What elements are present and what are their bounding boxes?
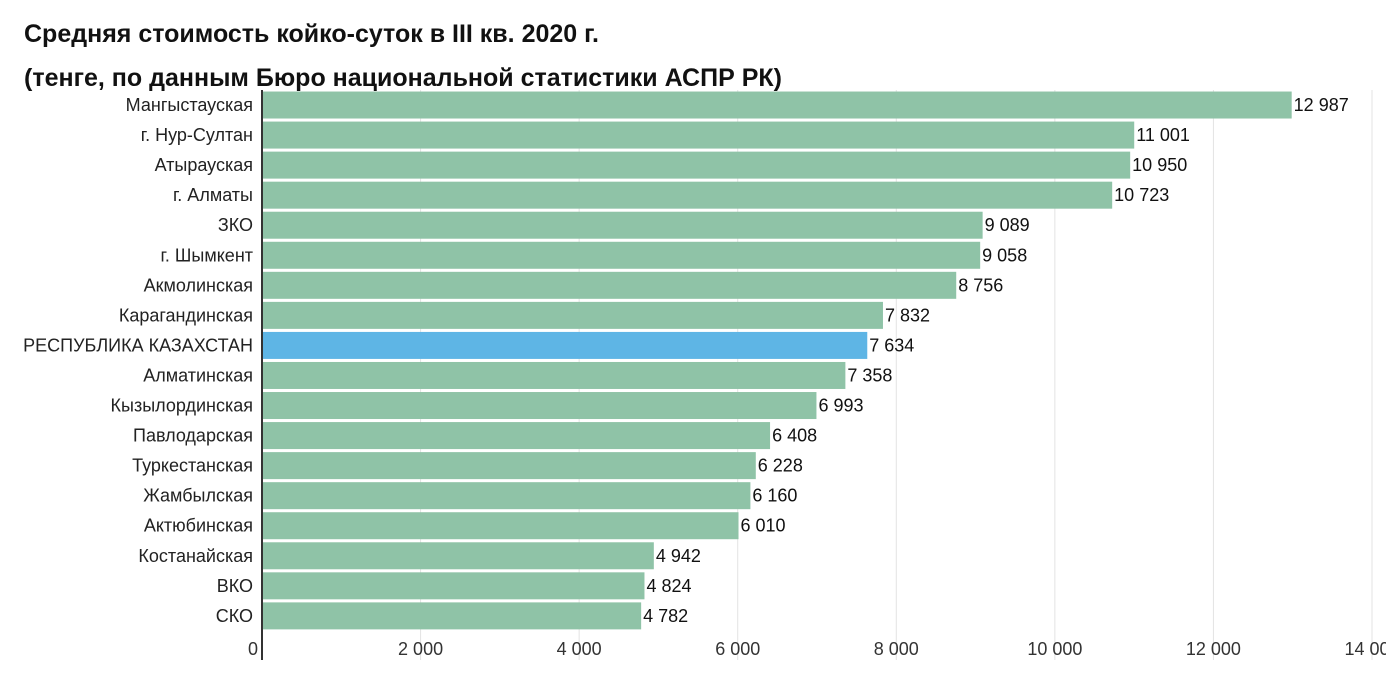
bar bbox=[262, 512, 739, 540]
value-label: 6 010 bbox=[741, 516, 786, 536]
category-label: Павлодарская bbox=[133, 426, 253, 446]
x-tick-label: 0 bbox=[248, 639, 258, 659]
value-label: 9 058 bbox=[982, 245, 1027, 265]
value-label: 8 756 bbox=[958, 275, 1003, 295]
x-tick-label: 8 000 bbox=[874, 639, 919, 659]
bar bbox=[262, 121, 1135, 149]
value-label: 6 160 bbox=[752, 486, 797, 506]
x-tick-label: 14 000 bbox=[1344, 639, 1386, 659]
category-label: Акмолинская bbox=[144, 275, 253, 295]
value-label: 7 358 bbox=[847, 365, 892, 385]
category-label: СКО bbox=[216, 606, 253, 626]
category-label: Кызылординская bbox=[111, 396, 253, 416]
bar bbox=[262, 572, 645, 600]
value-label: 4 942 bbox=[656, 546, 701, 566]
value-label: 11 001 bbox=[1136, 125, 1190, 145]
x-tick-label: 2 000 bbox=[398, 639, 443, 659]
category-label: г. Нур-Султан bbox=[141, 125, 253, 145]
value-label: 10 723 bbox=[1114, 185, 1169, 205]
bar bbox=[262, 211, 983, 239]
value-label: 6 993 bbox=[818, 396, 863, 416]
category-label: Алматинская bbox=[143, 365, 253, 385]
value-label: 12 987 bbox=[1294, 95, 1349, 115]
chart-title-line: Средняя стоимость койко-суток в III кв. … bbox=[24, 20, 599, 48]
x-axis-ticks: 0 2 000 4 000 6 000 8 000 10 000 12 000 14 000 bbox=[248, 639, 1386, 659]
bars bbox=[262, 91, 1292, 630]
bar bbox=[262, 392, 817, 420]
category-label: Туркестанская bbox=[132, 456, 253, 476]
category-label: Мангыстауская bbox=[126, 95, 253, 115]
category-label: РЕСПУБЛИКА КАЗАХСТАН bbox=[23, 335, 253, 355]
category-label: Актюбинская bbox=[144, 516, 253, 536]
bar bbox=[262, 271, 957, 299]
value-label: 4 824 bbox=[646, 576, 691, 596]
bar bbox=[262, 151, 1131, 179]
category-label: Костанайская bbox=[138, 546, 253, 566]
bar bbox=[262, 181, 1113, 209]
category-label: г. Шымкент bbox=[161, 245, 253, 265]
bar bbox=[262, 482, 751, 510]
value-label: 10 950 bbox=[1132, 155, 1187, 175]
category-label: ВКО bbox=[217, 576, 253, 596]
x-tick-label: 10 000 bbox=[1027, 639, 1082, 659]
value-label: 6 228 bbox=[758, 456, 803, 476]
bar bbox=[262, 422, 771, 450]
category-label: Жамбылская bbox=[143, 486, 253, 506]
value-label: 7 634 bbox=[869, 335, 914, 355]
bar bbox=[262, 241, 981, 269]
bar bbox=[262, 602, 642, 630]
bar bbox=[262, 452, 756, 480]
chart-title: Средняя стоимость койко-суток в III кв. … bbox=[24, 12, 1364, 100]
x-tick-label: 12 000 bbox=[1186, 639, 1241, 659]
category-label: Карагандинская bbox=[119, 305, 253, 325]
x-tick-label: 6 000 bbox=[715, 639, 760, 659]
bar bbox=[262, 542, 654, 570]
value-label: 9 089 bbox=[985, 215, 1030, 235]
value-label: 4 782 bbox=[643, 606, 688, 626]
category-label: ЗКО bbox=[218, 215, 253, 235]
value-label: 6 408 bbox=[772, 426, 817, 446]
bar bbox=[262, 331, 868, 359]
bar bbox=[262, 301, 883, 329]
x-tick-label: 4 000 bbox=[557, 639, 602, 659]
value-labels: 12 987 11 001 10 950 10 723 9 089 9 058 8 756 7… bbox=[643, 95, 1349, 626]
bar bbox=[262, 91, 1292, 119]
category-label: г. Алматы bbox=[173, 185, 253, 205]
category-label: Атырауская bbox=[155, 155, 253, 175]
value-label: 7 832 bbox=[885, 305, 930, 325]
category-labels: Мангыстауская г. Нур-Султан Атырауская г. А… bbox=[23, 95, 253, 626]
chart-subtitle-line: (тенге, по данным Бюро национальной стат… bbox=[24, 64, 782, 92]
bar bbox=[262, 361, 846, 389]
